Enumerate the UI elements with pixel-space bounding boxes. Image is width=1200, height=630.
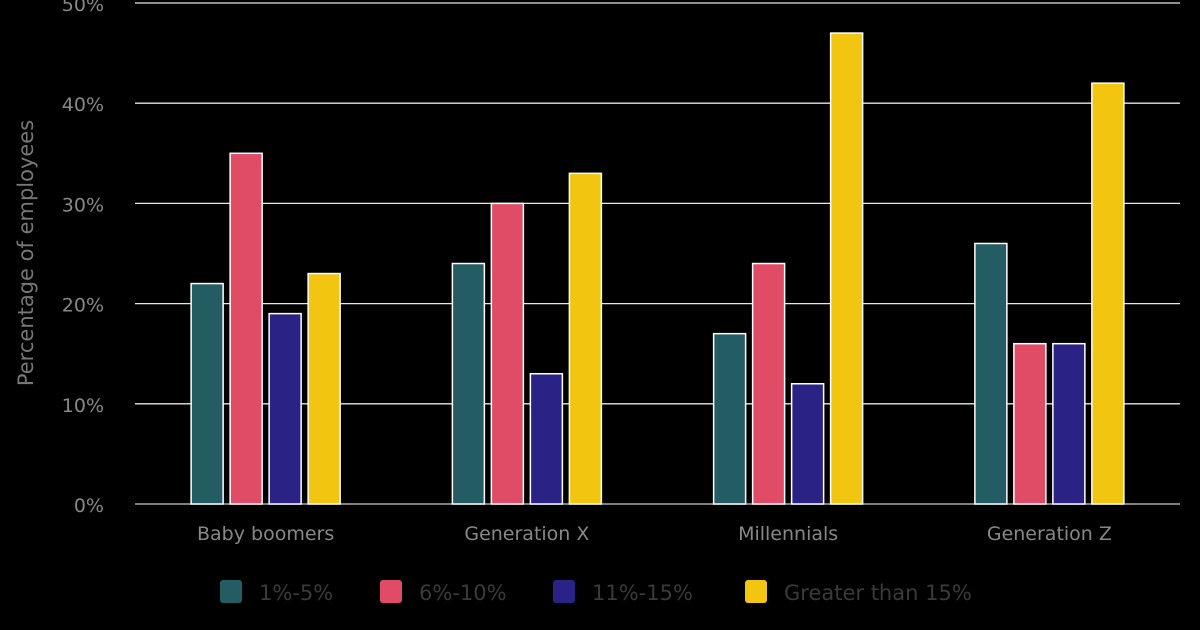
x-axis-categories: Baby boomers Generation X Millennials Gener… bbox=[197, 523, 1112, 545]
legend-label[interactable]: 6%-10% bbox=[419, 581, 507, 605]
legend-label[interactable]: 11%-15% bbox=[592, 581, 693, 605]
bar[interactable] bbox=[451, 262, 486, 505]
legend: 1%-5% 6%-10% 11%-15% Greater than 15% bbox=[220, 580, 972, 605]
bar[interactable] bbox=[829, 32, 864, 505]
legend-swatch bbox=[380, 580, 402, 603]
bar[interactable] bbox=[490, 202, 525, 505]
y-axis-ticks: 0% 10% 20% 30% 40% 50% bbox=[62, 0, 104, 517]
bar[interactable] bbox=[307, 272, 341, 505]
y-tick-label: 30% bbox=[62, 194, 104, 216]
legend-label[interactable]: 1%-5% bbox=[259, 581, 333, 605]
bar[interactable] bbox=[751, 262, 786, 505]
y-axis-label: Percentage of employees bbox=[14, 120, 38, 386]
bars bbox=[190, 32, 1125, 505]
legend-swatch bbox=[553, 580, 575, 603]
bar[interactable] bbox=[568, 172, 603, 505]
y-tick-label: 10% bbox=[62, 395, 104, 417]
bar[interactable] bbox=[1052, 342, 1086, 505]
legend-label[interactable]: Greater than 15% bbox=[784, 581, 972, 605]
bar[interactable] bbox=[974, 242, 1008, 505]
bar[interactable] bbox=[529, 372, 564, 505]
bar[interactable] bbox=[268, 312, 302, 505]
bar[interactable] bbox=[229, 152, 263, 505]
bar[interactable] bbox=[1013, 342, 1047, 505]
legend-swatch bbox=[220, 580, 242, 603]
y-tick-label: 40% bbox=[62, 94, 104, 116]
bar[interactable] bbox=[790, 383, 825, 505]
bar[interactable] bbox=[1091, 82, 1125, 505]
y-tick-label: 0% bbox=[74, 495, 104, 517]
bar[interactable] bbox=[190, 282, 224, 505]
bar[interactable] bbox=[712, 332, 747, 505]
x-category-label: Baby boomers bbox=[197, 523, 334, 545]
x-category-label: Millennials bbox=[738, 523, 838, 545]
x-category-label: Generation X bbox=[464, 523, 589, 545]
y-tick-label: 20% bbox=[62, 295, 104, 317]
x-category-label: Generation Z bbox=[987, 523, 1112, 545]
legend-swatch bbox=[745, 580, 767, 603]
y-tick-label: 50% bbox=[62, 0, 104, 16]
